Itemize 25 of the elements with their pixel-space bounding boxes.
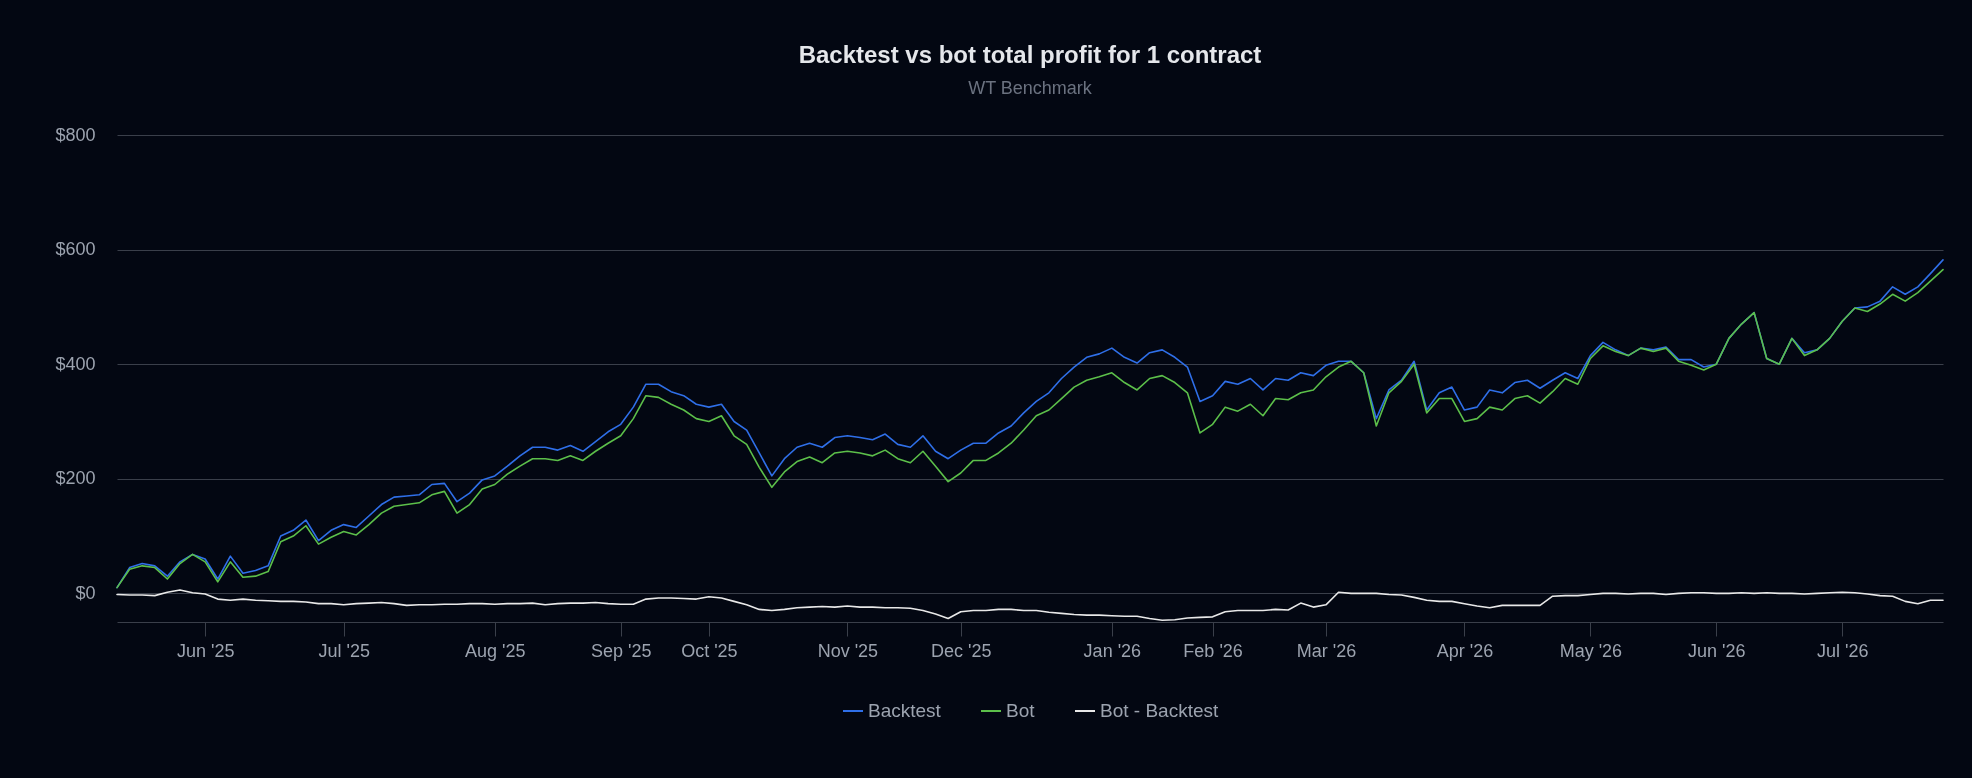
chart-subtitle: WT Benchmark bbox=[968, 78, 1093, 98]
legend-label: Bot bbox=[1006, 700, 1036, 721]
x-tick-label: Jul '25 bbox=[318, 640, 370, 661]
x-tick-label: Aug '25 bbox=[465, 640, 526, 661]
y-tick-label: $600 bbox=[55, 239, 96, 260]
legend-label: Backtest bbox=[868, 700, 942, 721]
x-tick-label: Dec '25 bbox=[931, 640, 992, 661]
x-tick-label: Jun '25 bbox=[176, 640, 235, 661]
y-tick-label: $400 bbox=[55, 353, 96, 374]
x-tick-label: Feb '26 bbox=[1183, 640, 1243, 661]
y-tick-label: $200 bbox=[55, 468, 96, 489]
x-tick-label: Nov '25 bbox=[817, 640, 879, 661]
x-tick-label: Jul '26 bbox=[1817, 640, 1869, 661]
x-tick-label: Oct '25 bbox=[681, 640, 738, 661]
y-tick-label: $0 bbox=[75, 582, 96, 603]
x-tick-label: May '26 bbox=[1559, 640, 1623, 661]
x-tick-label: Mar '26 bbox=[1296, 640, 1357, 661]
x-tick-label: Sep '25 bbox=[590, 640, 652, 661]
x-tick-label: Apr '26 bbox=[1436, 640, 1494, 661]
chart-title: Backtest vs bot total profit for 1 contract bbox=[798, 41, 1262, 68]
x-tick-label: Jun '26 bbox=[1688, 640, 1746, 661]
legend-label: Bot - Backtest bbox=[1100, 700, 1219, 721]
line-series bbox=[116, 589, 1944, 622]
y-tick-label: $800 bbox=[55, 124, 96, 145]
x-tick-label: Jan '26 bbox=[1083, 640, 1142, 661]
